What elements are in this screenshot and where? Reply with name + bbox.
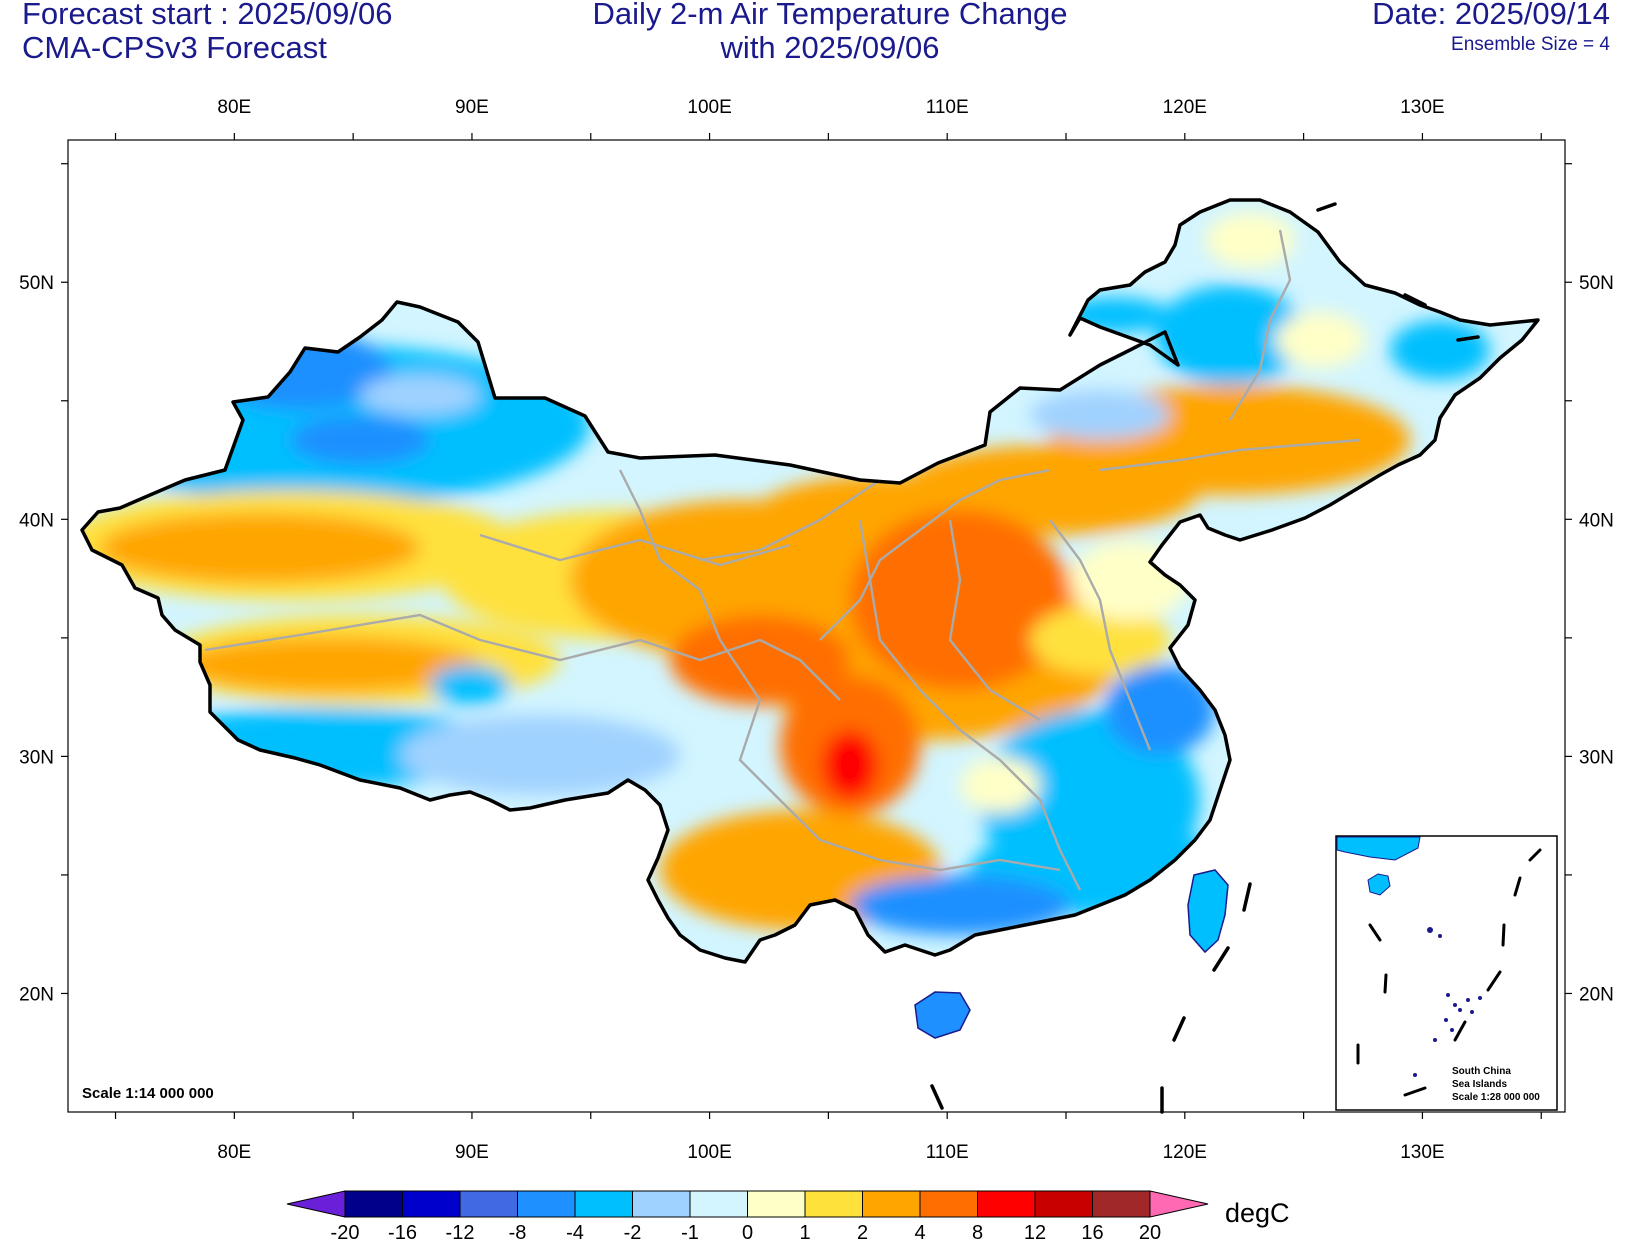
lon-label-top: 90E (455, 97, 489, 118)
bottom-longitude-labels: 80E 90E 100E 110E 120E 130E (217, 1142, 1444, 1163)
inset-scale-label: Scale 1:28 000 000 (1452, 1092, 1540, 1103)
inset-title-line2: Sea Islands (1452, 1079, 1507, 1090)
right-latitude-labels: 50N 40N 30N 20N (1579, 273, 1614, 1005)
colorbar-tick-label: -12 (446, 1222, 475, 1241)
top-longitude-labels: 80E 90E 100E 110E 120E 130E (217, 97, 1444, 118)
colorbar-swatch (1034, 1190, 1093, 1218)
colorbar-tick-label: -1 (681, 1222, 699, 1241)
inset-coastline (1336, 836, 1421, 861)
lon-label-top: 110E (926, 97, 969, 118)
colorbar-tick-label: 0 (742, 1222, 753, 1241)
map-scale-label: Scale 1:14 000 000 (82, 1085, 214, 1102)
ensemble-size-label: Ensemble Size = 4 (1451, 34, 1610, 55)
colorbar-swatch (804, 1190, 863, 1218)
colorbar-swatch (689, 1190, 748, 1218)
lon-label-top: 120E (1163, 97, 1207, 118)
lon-label-top: 130E (1400, 97, 1444, 118)
lat-label-left: 40N (19, 510, 54, 531)
colorbar-tick-label: -4 (566, 1222, 584, 1241)
colorbar-tick-label: -16 (388, 1222, 417, 1241)
colorbar-swatch (402, 1190, 461, 1218)
lat-label-left: 20N (19, 984, 54, 1005)
lat-label-right: 40N (1579, 510, 1614, 531)
forecast-start-label: Forecast start : 2025/09/06 (22, 0, 393, 31)
model-name-label: CMA-CPSv3 Forecast (22, 30, 327, 65)
colorbar-overflow-triangle (1149, 1190, 1209, 1218)
colorbar-swatch (517, 1190, 576, 1218)
colorbar-swatch (459, 1190, 518, 1218)
hainan-island (914, 991, 971, 1039)
colorbar-tick-label: 1 (799, 1222, 810, 1241)
lat-label-left: 30N (19, 747, 54, 768)
lon-label-bottom: 110E (926, 1142, 969, 1163)
lon-label-bottom: 80E (217, 1142, 251, 1163)
taiwan-island (1187, 869, 1229, 954)
nine-dash-line (930, 202, 1480, 1114)
valid-date-label: Date: 2025/09/14 (1372, 0, 1610, 31)
lon-label-top: 80E (217, 97, 251, 118)
lon-label-bottom: 130E (1400, 1142, 1444, 1163)
colorbar-swatch (862, 1190, 921, 1218)
inset-frame (1335, 835, 1558, 1111)
colorbar-swatch (919, 1190, 978, 1218)
colorbar-swatch (977, 1190, 1036, 1218)
colorbar-tick-label: 4 (914, 1222, 925, 1241)
inset-title-line1: South China (1452, 1066, 1511, 1077)
inset-nine-dash-line (1356, 848, 1542, 1097)
chart-title-line2: with 2025/09/06 (720, 30, 940, 65)
colorbar-swatch (747, 1190, 806, 1218)
left-latitude-labels: 50N 40N 30N 20N (19, 273, 54, 1005)
colorbar-tick-label: 12 (1024, 1222, 1046, 1241)
colorbar-underflow-triangle (286, 1190, 346, 1218)
colorbar-tick-label: 8 (972, 1222, 983, 1241)
lon-label-top: 100E (687, 97, 731, 118)
china-national-border (80, 198, 1540, 964)
colorbar-tick-label: -20 (331, 1222, 360, 1241)
south-china-sea-inset: South China Sea Islands Scale 1:28 000 0… (1335, 835, 1558, 1111)
inset-hainan-island (1367, 873, 1391, 896)
colorbar-tick-label: 16 (1081, 1222, 1103, 1241)
colorbar-swatch (1092, 1190, 1151, 1218)
colorbar-swatch (344, 1190, 403, 1218)
province-boundaries (204, 229, 1361, 891)
inset-island-clusters (1413, 927, 1482, 1077)
colorbar-tick-label: -8 (509, 1222, 527, 1241)
colorbar-swatch (574, 1190, 633, 1218)
colorbar-unit-label: degC (1225, 1198, 1290, 1228)
lon-label-bottom: 100E (687, 1142, 731, 1163)
lat-label-right: 20N (1579, 984, 1614, 1005)
colorbar-tick-label: 2 (857, 1222, 868, 1241)
colorbar-tick-label: 20 (1139, 1222, 1161, 1241)
lon-label-bottom: 120E (1163, 1142, 1207, 1163)
lat-label-left: 50N (19, 273, 54, 294)
chart-title-line1: Daily 2-m Air Temperature Change (592, 0, 1068, 31)
lat-label-right: 50N (1579, 273, 1614, 294)
axis-ticks (61, 133, 1572, 1119)
lon-label-bottom: 90E (455, 1142, 489, 1163)
colorbar-tick-label: -2 (624, 1222, 642, 1241)
colorbar-swatch (632, 1190, 691, 1218)
lat-label-right: 30N (1579, 747, 1614, 768)
